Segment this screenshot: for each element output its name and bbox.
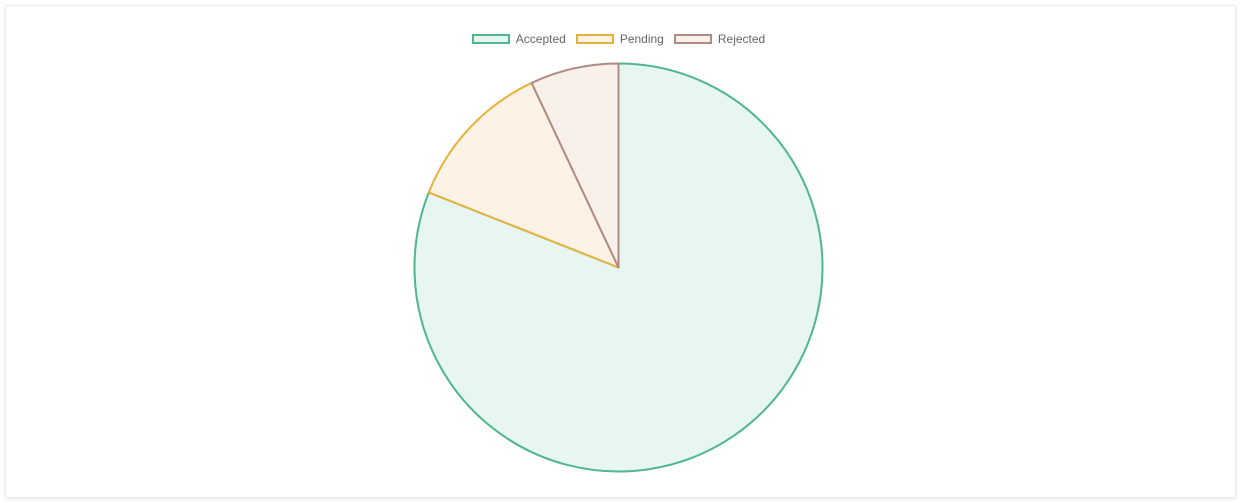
legend-label-accepted: Accepted: [515, 32, 566, 46]
pie-slices: [413, 62, 824, 473]
pie-slice-pending[interactable]: [427, 81, 620, 269]
legend-label-pending: Pending: [619, 32, 664, 46]
legend-item-rejected[interactable]: Rejected: [673, 32, 766, 46]
legend-swatch-pending: [575, 34, 614, 44]
legend-label-rejected: Rejected: [717, 32, 766, 46]
pie-slice-rejected[interactable]: [530, 62, 620, 269]
legend-item-pending[interactable]: Pending: [575, 32, 664, 46]
legend-swatch-accepted: [471, 34, 510, 44]
legend-item-accepted[interactable]: Accepted: [471, 32, 566, 46]
legend-swatch-rejected: [673, 34, 712, 44]
chart-legend: Accepted Pending Rejected: [0, 33, 1237, 45]
